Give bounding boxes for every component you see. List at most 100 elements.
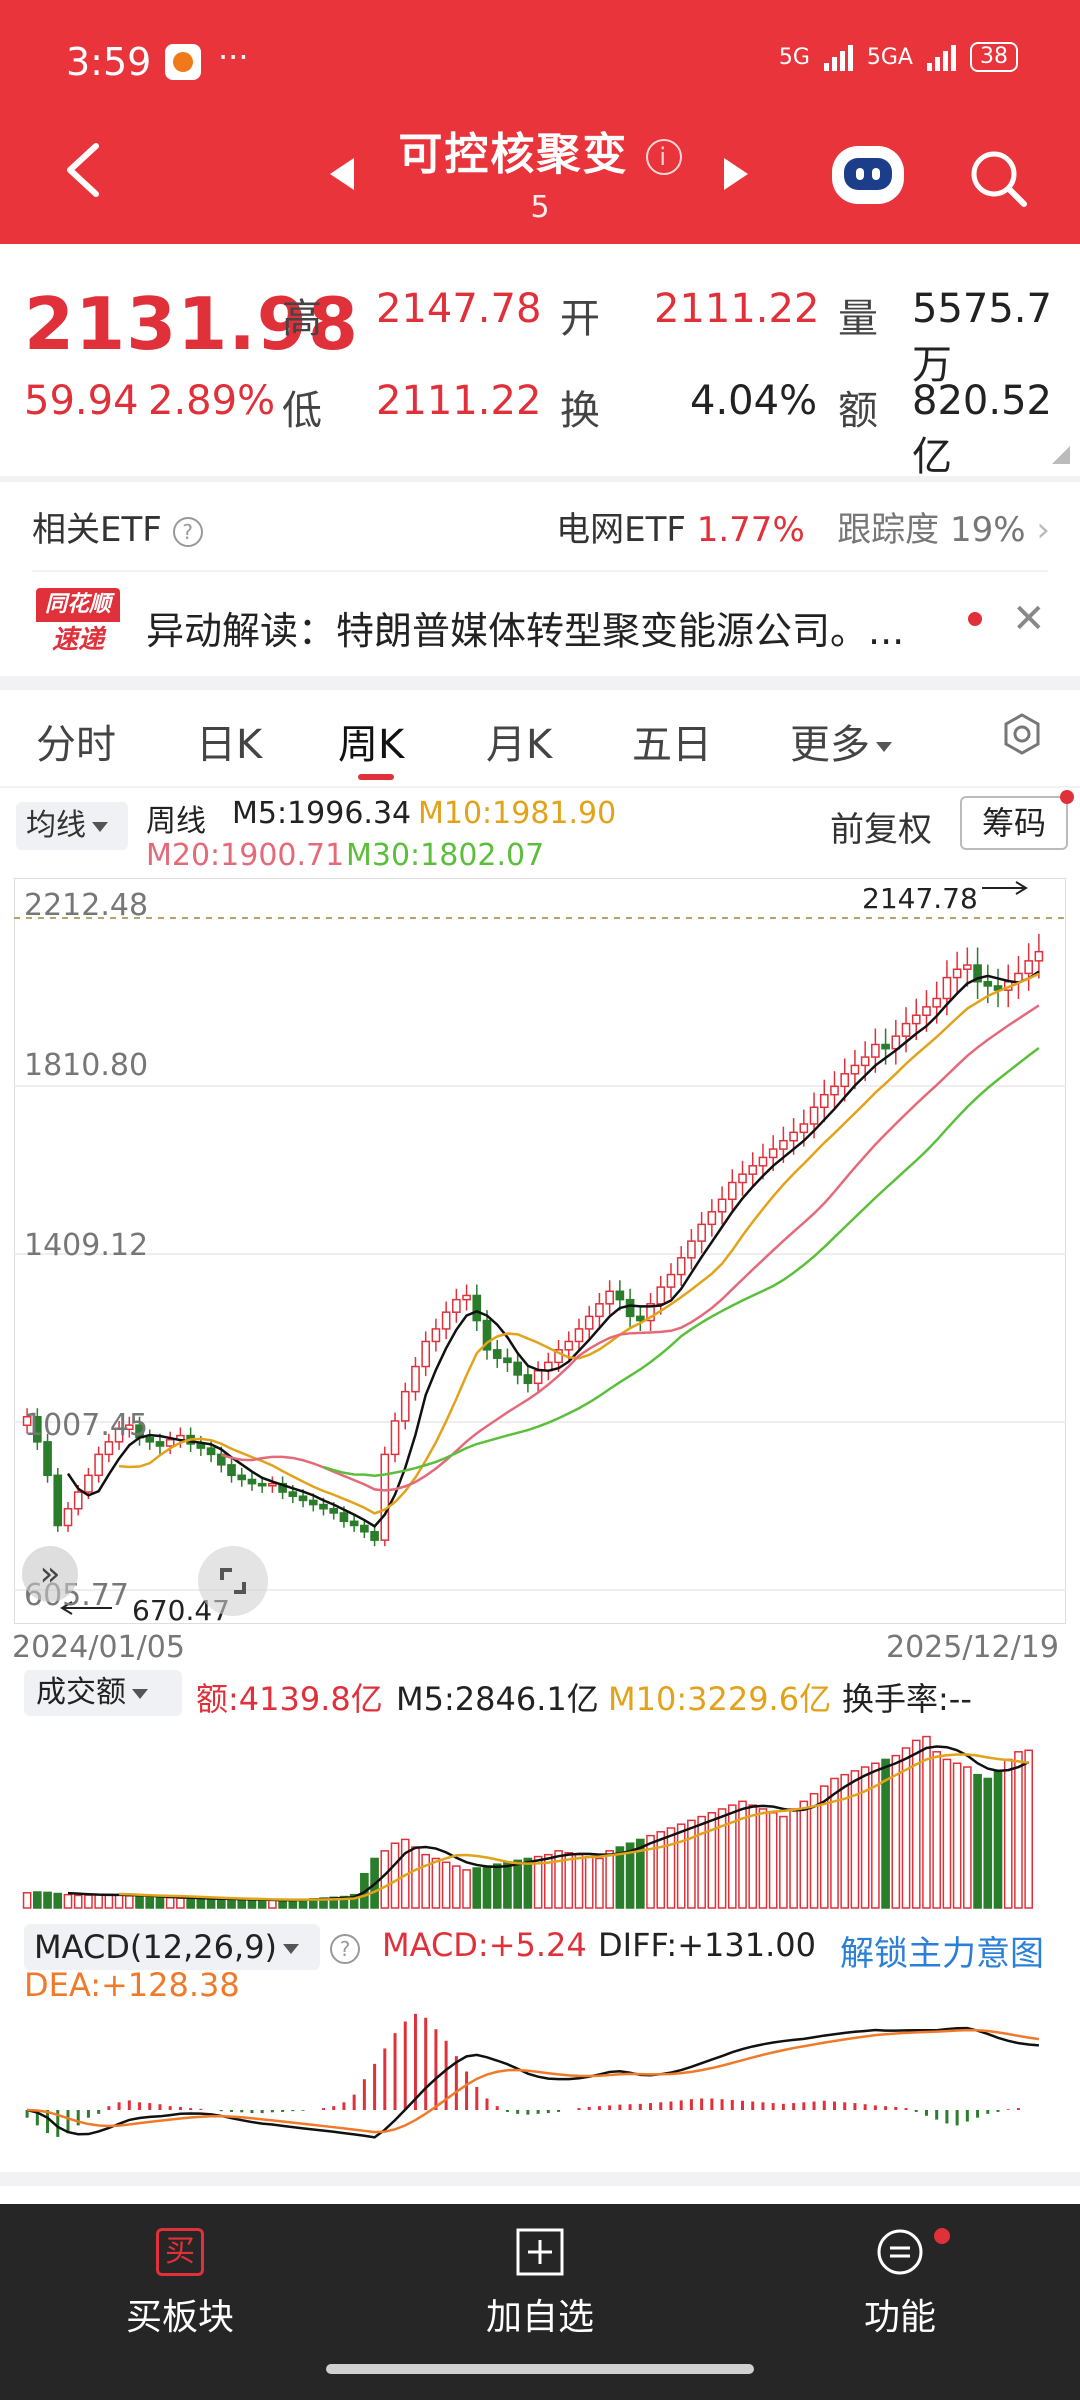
candle: [748, 1165, 758, 1175]
etf-change-percent: 1.77%: [696, 510, 805, 550]
volume-bar: [94, 1893, 103, 1909]
y-tick-label: 1007.45: [24, 1408, 149, 1443]
candle: [492, 1349, 502, 1359]
volume-bar: [605, 1850, 614, 1909]
tab-daily-k[interactable]: 日K: [196, 722, 263, 768]
dea-line: [27, 2028, 1040, 2134]
chevron-down-icon: [132, 1688, 148, 1699]
expand-corner-icon[interactable]: [1052, 446, 1070, 464]
close-icon[interactable]: ✕: [1012, 596, 1046, 642]
low-label: 低: [282, 388, 322, 434]
volume-bar: [237, 1898, 247, 1909]
candle: [462, 1294, 471, 1301]
candle: [145, 1436, 155, 1443]
previous-sector-arrow-icon[interactable]: [330, 158, 354, 190]
candle: [390, 1420, 400, 1456]
candle: [22, 1415, 32, 1427]
chart-period-tabs: 分时 日K 周K 月K 五日 更多: [0, 694, 1080, 786]
volume-bar: [881, 1758, 890, 1909]
tab-weekly-k[interactable]: 周K: [338, 722, 405, 768]
candle: [441, 1311, 451, 1330]
volume-bar: [717, 1808, 727, 1909]
volume-chart[interactable]: [14, 1718, 1066, 1914]
functions-button[interactable]: 功能: [790, 2228, 1010, 2340]
menu-circle-icon: [877, 2229, 923, 2275]
diff-line: [26, 2026, 1039, 2139]
volume-indicator-dropdown[interactable]: 成交额: [24, 1670, 182, 1716]
candle: [452, 1298, 461, 1313]
candle: [860, 1056, 870, 1067]
candle: [881, 1043, 890, 1050]
candle: [380, 1453, 390, 1541]
candlestick-chart[interactable]: [14, 878, 1066, 1624]
candle: [727, 1181, 737, 1201]
related-etf-row[interactable]: 相关ETF ? 电网ETF 1.77% 跟踪度 19% ›: [0, 490, 1080, 560]
volume-bar: [63, 1893, 73, 1909]
volume-bar: [145, 1896, 155, 1909]
candle: [983, 981, 993, 987]
candle: [308, 1499, 318, 1506]
ai-assistant-robot-icon[interactable]: [832, 146, 904, 204]
tab-intraday[interactable]: 分时: [36, 722, 116, 768]
tab-five-day[interactable]: 五日: [632, 722, 712, 768]
buy-sector-button[interactable]: 买 买板块: [70, 2228, 290, 2340]
unlock-main-force-link[interactable]: 解锁主力意图: [840, 1934, 1044, 1974]
network-label-5g: 5G: [778, 44, 810, 70]
ma10-line: [118, 972, 1040, 1515]
current-price: 2131.98: [24, 282, 359, 366]
back-arrow-icon[interactable]: [60, 140, 110, 200]
volume-bar: [564, 1852, 574, 1909]
news-headline[interactable]: 异动解读：特朗普媒体转型聚变能源公司。...: [146, 609, 905, 653]
price-adjust-option[interactable]: 前复权: [830, 810, 932, 850]
volume-bar: [165, 1896, 175, 1909]
max-price-label: 2147.78: [862, 882, 978, 915]
search-icon[interactable]: [968, 148, 1028, 208]
dea-value: DEA:+128.38: [24, 1966, 240, 2004]
start-date-label: 2024/01/05: [12, 1630, 185, 1665]
info-icon[interactable]: i: [645, 139, 682, 175]
candle: [656, 1286, 666, 1305]
candle: [789, 1131, 798, 1142]
tracking-value: 19%: [950, 510, 1026, 550]
amount-value: 820.52亿: [912, 378, 1052, 480]
volume-bar: [452, 1865, 461, 1909]
open-value: 2111.22: [654, 286, 820, 332]
home-indicator[interactable]: [326, 2364, 754, 2374]
help-icon[interactable]: ?: [330, 1934, 360, 1964]
ma5-value: M5:1996.34: [232, 796, 412, 831]
volume-bar: [952, 1762, 962, 1909]
volume-bar: [513, 1859, 522, 1909]
indicator-dropdown[interactable]: 均线: [16, 802, 128, 850]
chevron-down-icon: [92, 821, 108, 832]
volume-bar: [73, 1894, 83, 1909]
candle: [738, 1173, 747, 1184]
tab-monthly-k[interactable]: 月K: [486, 722, 553, 768]
volume-bar: [1014, 1751, 1023, 1909]
candle: [400, 1390, 410, 1422]
volume-bar: [819, 1785, 829, 1909]
candle: [707, 1211, 717, 1226]
volume-bar: [1003, 1758, 1013, 1909]
fullscreen-icon[interactable]: [198, 1546, 268, 1616]
macd-chart[interactable]: [14, 2000, 1066, 2170]
add-to-watchlist-button[interactable]: 加自选: [430, 2228, 650, 2340]
volume-bar: [421, 1853, 431, 1909]
help-icon[interactable]: ?: [172, 516, 203, 547]
next-sector-arrow-icon[interactable]: [724, 158, 748, 190]
expand-left-icon[interactable]: »: [22, 1546, 78, 1602]
volume-bar: [268, 1899, 277, 1909]
chevron-down-icon: [283, 1944, 300, 1954]
volume-bar: [482, 1865, 492, 1909]
amount-label: 额: [838, 388, 878, 434]
news-alert-row[interactable]: 同花顺 速递 异动解读：特朗普媒体转型聚变能源公司。...: [0, 580, 1080, 674]
candle: [911, 1014, 921, 1025]
volume-bar: [257, 1899, 267, 1909]
min-arrow-head: [60, 1601, 73, 1615]
candle: [646, 1303, 655, 1322]
macd-indicator-dropdown[interactable]: MACD(12,26,9): [24, 1924, 320, 1970]
volume-bar: [462, 1869, 471, 1909]
chip-distribution-button[interactable]: 筹码: [960, 796, 1068, 850]
candle: [554, 1349, 563, 1364]
chart-settings-icon[interactable]: [1000, 712, 1044, 756]
tab-more[interactable]: 更多: [790, 712, 892, 770]
